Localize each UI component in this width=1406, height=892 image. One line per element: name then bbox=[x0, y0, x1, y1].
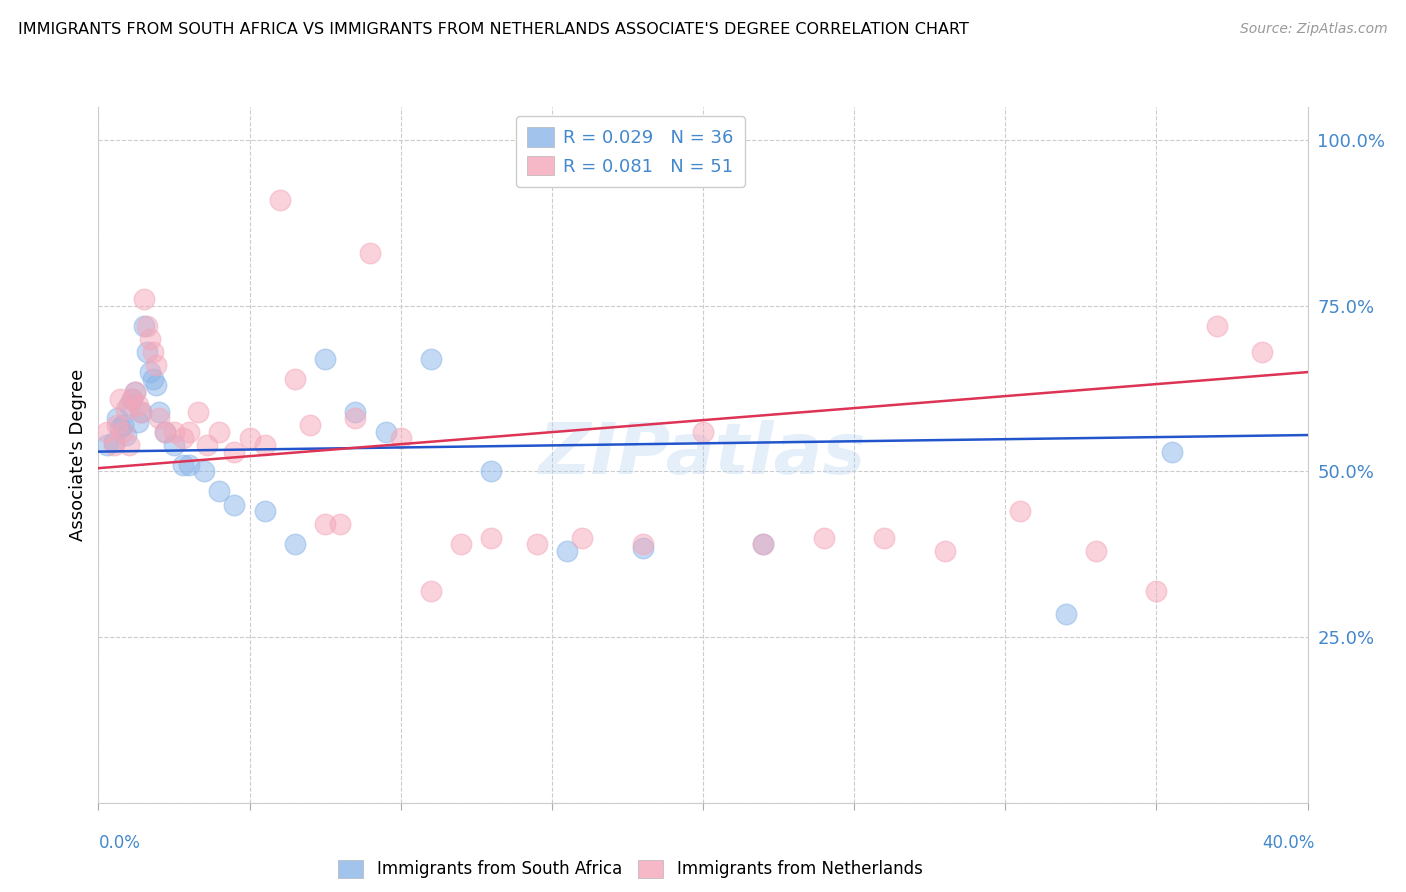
Point bbox=[127, 398, 149, 412]
Point bbox=[96, 425, 118, 439]
Point bbox=[124, 384, 146, 399]
Point bbox=[208, 425, 231, 439]
Point bbox=[163, 438, 186, 452]
Point bbox=[1085, 544, 1108, 558]
Point bbox=[108, 421, 131, 435]
Point bbox=[752, 537, 775, 551]
Point bbox=[299, 418, 322, 433]
Point bbox=[420, 351, 443, 366]
Point bbox=[145, 378, 167, 392]
Point bbox=[1010, 504, 1032, 518]
Point bbox=[450, 537, 472, 551]
Point bbox=[374, 425, 396, 439]
Point bbox=[193, 465, 215, 479]
Point bbox=[1206, 318, 1229, 333]
Point bbox=[153, 425, 176, 439]
Point bbox=[224, 444, 246, 458]
Point bbox=[314, 517, 336, 532]
Point bbox=[179, 425, 201, 439]
Point bbox=[124, 384, 146, 399]
Point bbox=[224, 498, 246, 512]
Point bbox=[118, 398, 141, 412]
Point bbox=[314, 351, 336, 366]
Text: Source: ZipAtlas.com: Source: ZipAtlas.com bbox=[1240, 22, 1388, 37]
Y-axis label: Associate's Degree: Associate's Degree bbox=[69, 368, 87, 541]
Point bbox=[813, 531, 835, 545]
Point bbox=[103, 434, 125, 449]
Point bbox=[269, 193, 291, 207]
Text: IMMIGRANTS FROM SOUTH AFRICA VS IMMIGRANTS FROM NETHERLANDS ASSOCIATE'S DEGREE C: IMMIGRANTS FROM SOUTH AFRICA VS IMMIGRAN… bbox=[18, 22, 969, 37]
Point bbox=[344, 411, 367, 425]
Legend: Immigrants from South Africa, Immigrants from Netherlands: Immigrants from South Africa, Immigrants… bbox=[332, 853, 929, 885]
Point bbox=[118, 438, 141, 452]
Point bbox=[129, 405, 152, 419]
Point bbox=[163, 425, 186, 439]
Point bbox=[114, 428, 136, 442]
Point bbox=[132, 318, 155, 333]
Point bbox=[1160, 444, 1182, 458]
Point bbox=[208, 484, 231, 499]
Point bbox=[752, 537, 775, 551]
Point bbox=[253, 438, 276, 452]
Point bbox=[239, 431, 262, 445]
Point bbox=[111, 418, 134, 433]
Point bbox=[114, 401, 136, 416]
Point bbox=[571, 531, 593, 545]
Point bbox=[360, 245, 382, 260]
Point bbox=[1054, 607, 1077, 621]
Point bbox=[139, 332, 162, 346]
Point bbox=[195, 438, 218, 452]
Point bbox=[129, 405, 152, 419]
Point bbox=[420, 583, 443, 598]
Point bbox=[139, 365, 162, 379]
Point bbox=[132, 292, 155, 306]
Point bbox=[142, 372, 165, 386]
Point bbox=[127, 415, 149, 429]
Point bbox=[631, 537, 654, 551]
Point bbox=[153, 425, 176, 439]
Point bbox=[172, 458, 194, 472]
Point bbox=[481, 465, 503, 479]
Point bbox=[145, 359, 167, 373]
Point bbox=[105, 411, 128, 425]
Point bbox=[344, 405, 367, 419]
Point bbox=[187, 405, 209, 419]
Point bbox=[172, 431, 194, 445]
Point bbox=[179, 458, 201, 472]
Text: ZIPatlas: ZIPatlas bbox=[540, 420, 866, 490]
Point bbox=[284, 537, 307, 551]
Point bbox=[103, 438, 125, 452]
Point bbox=[481, 531, 503, 545]
Point bbox=[105, 418, 128, 433]
Point bbox=[142, 345, 165, 359]
Point bbox=[631, 541, 654, 555]
Point bbox=[148, 411, 170, 425]
Point bbox=[121, 392, 143, 406]
Point bbox=[253, 504, 276, 518]
Text: 0.0%: 0.0% bbox=[98, 834, 141, 852]
Point bbox=[555, 544, 578, 558]
Point bbox=[873, 531, 896, 545]
Point bbox=[121, 392, 143, 406]
Point bbox=[934, 544, 956, 558]
Point bbox=[96, 438, 118, 452]
Point bbox=[111, 425, 134, 439]
Point bbox=[329, 517, 352, 532]
Point bbox=[135, 318, 157, 333]
Point bbox=[148, 405, 170, 419]
Point bbox=[284, 372, 307, 386]
Point bbox=[108, 392, 131, 406]
Point bbox=[1144, 583, 1167, 598]
Point bbox=[526, 537, 548, 551]
Point bbox=[692, 425, 714, 439]
Point bbox=[135, 345, 157, 359]
Point bbox=[389, 431, 412, 445]
Point bbox=[1251, 345, 1274, 359]
Text: 40.0%: 40.0% bbox=[1263, 834, 1315, 852]
